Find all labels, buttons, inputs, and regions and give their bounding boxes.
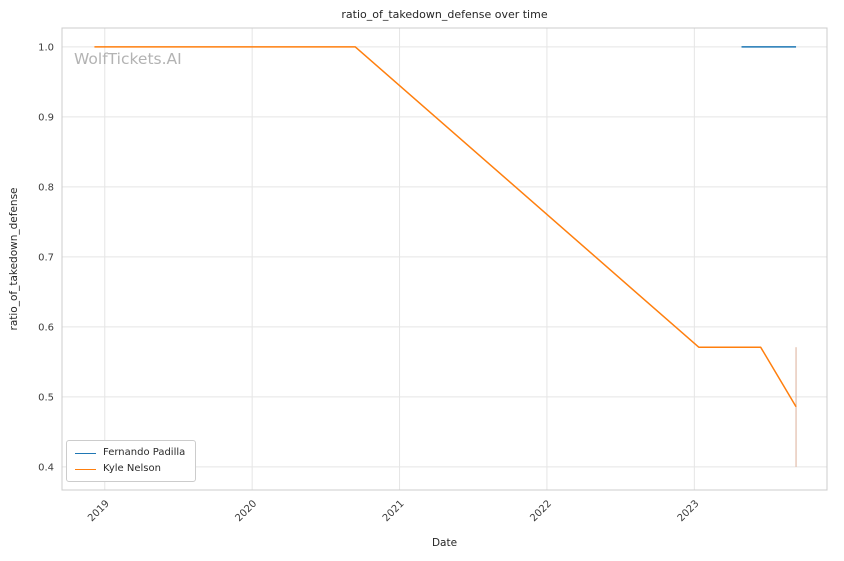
legend-label: Fernando Padilla (103, 447, 186, 458)
y-tick-label: 0.8 (38, 182, 54, 193)
legend-swatch (75, 452, 96, 454)
y-tick-label: 0.5 (38, 392, 54, 403)
y-tick-label: 0.9 (38, 112, 54, 123)
legend-label: Kyle Nelson (103, 463, 161, 474)
y-axis-label: ratio_of_takedown_defense (8, 187, 20, 331)
y-tick-label: 1.0 (38, 42, 54, 53)
x-tick-label: 2019 (86, 498, 112, 524)
y-tick-label: 0.6 (38, 322, 54, 333)
plot-border (61, 27, 828, 491)
x-axis-label: Date (431, 537, 458, 549)
y-tick-label: 0.7 (38, 252, 54, 263)
x-tick-label: 2021 (381, 498, 407, 524)
x-tick-label: 2023 (676, 498, 702, 524)
x-tick-label: 2022 (528, 498, 554, 524)
y-tick-label: 0.4 (38, 462, 54, 473)
legend-swatch (75, 468, 96, 470)
series-line-kyle-nelson (94, 46, 797, 408)
chart-title: ratio_of_takedown_defense over time (341, 8, 548, 21)
watermark: WolfTickets.AI (74, 50, 182, 68)
legend-item-fernando-padilla: Fernando Padilla (75, 447, 185, 459)
x-tick-label: 2020 (233, 498, 259, 524)
legend: Fernando Padilla Kyle Nelson (66, 440, 197, 482)
legend-item-kyle-nelson: Kyle Nelson (75, 463, 185, 475)
